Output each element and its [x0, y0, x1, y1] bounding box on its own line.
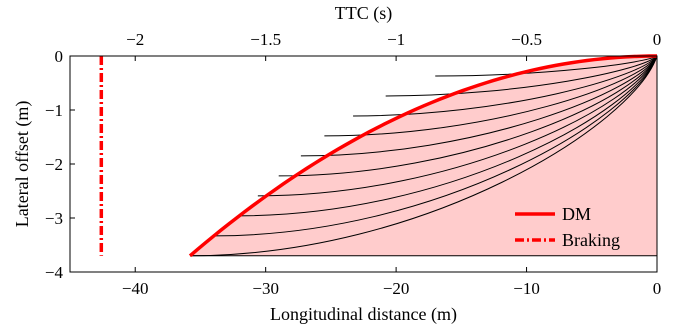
top-tick-label-2: −1.5 — [250, 30, 281, 49]
trajectory-line-3 — [353, 55, 658, 117]
top-tick-label-5: 0 — [653, 30, 662, 49]
trajectory-line-1 — [435, 55, 658, 77]
x-tick-label-3: −20 — [383, 279, 410, 298]
legend-dm-label: DM — [562, 204, 591, 224]
trajectory-line-9 — [214, 55, 658, 237]
trajectory-line-4 — [324, 55, 658, 137]
trajectory-line-6 — [278, 55, 658, 177]
y-tick-label-4: −3 — [45, 209, 63, 228]
legend-braking-label: Braking — [562, 230, 620, 250]
plot-area — [99, 54, 658, 258]
trajectory-line-8 — [238, 55, 658, 217]
y-tick-label-2: −1 — [45, 101, 63, 120]
y-axis-label: Lateral offset (m) — [12, 101, 33, 228]
x-tick-label-1: −40 — [122, 279, 149, 298]
trajectory-line-7 — [257, 55, 658, 197]
dm-boundary-line — [188, 54, 658, 258]
trajectory-line-10 — [190, 55, 658, 257]
legend: DM Braking — [515, 204, 620, 250]
axes: −40 −30 −20 −10 0 −2 −1.5 −1 −0.5 0 0 −1 −2 −3 −4 — [45, 30, 661, 298]
top-tick-label-4: −0.5 — [511, 30, 542, 49]
top-tick-label-1: −2 — [126, 30, 144, 49]
top-axis-label: TTC (s) — [335, 3, 393, 24]
trajectory-line-2 — [385, 55, 658, 97]
trajectory-line-5 — [300, 55, 658, 157]
y-tick-label-5: −4 — [45, 263, 64, 282]
x-axis-label: Longitudinal distance (m) — [270, 304, 457, 325]
y-tick-label-1: 0 — [55, 47, 64, 66]
top-tick-label-3: −1 — [387, 30, 405, 49]
x-tick-label-2: −30 — [252, 279, 279, 298]
x-tick-label-5: 0 — [653, 279, 662, 298]
x-tick-label-4: −10 — [513, 279, 540, 298]
feasible-region — [190, 56, 657, 256]
y-tick-label-3: −2 — [45, 155, 63, 174]
